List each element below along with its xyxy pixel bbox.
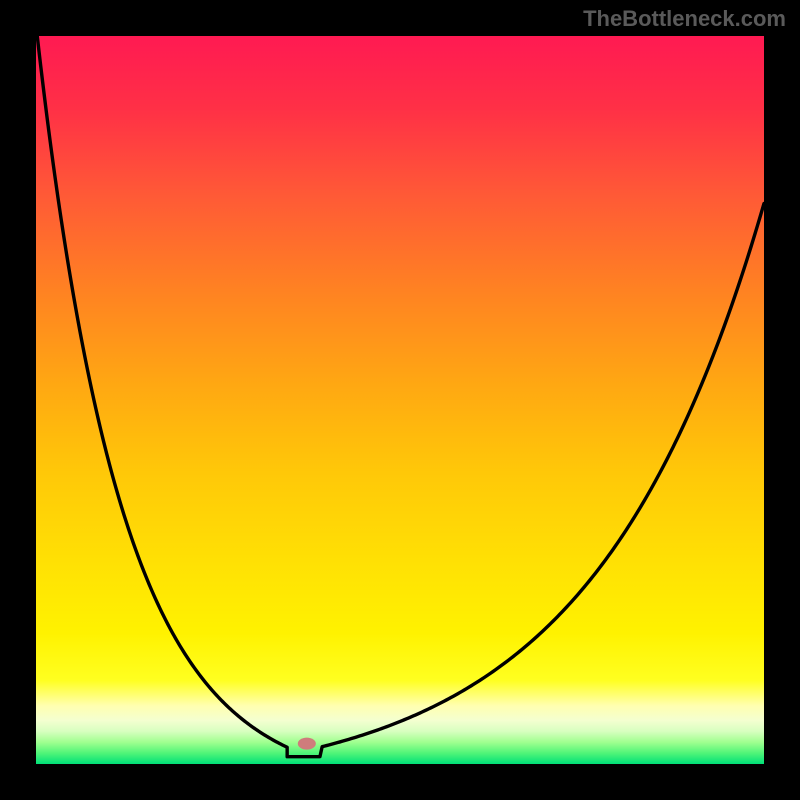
bottleneck-curve — [36, 36, 764, 757]
frame-bottom — [0, 764, 800, 800]
bottleneck-curve-layer — [36, 36, 764, 764]
plot-area — [36, 36, 764, 764]
frame-left — [0, 0, 36, 800]
chart-root: TheBottleneck.com — [0, 0, 800, 800]
watermark-text: TheBottleneck.com — [583, 6, 786, 32]
frame-right — [764, 0, 800, 800]
min-marker — [298, 738, 316, 750]
